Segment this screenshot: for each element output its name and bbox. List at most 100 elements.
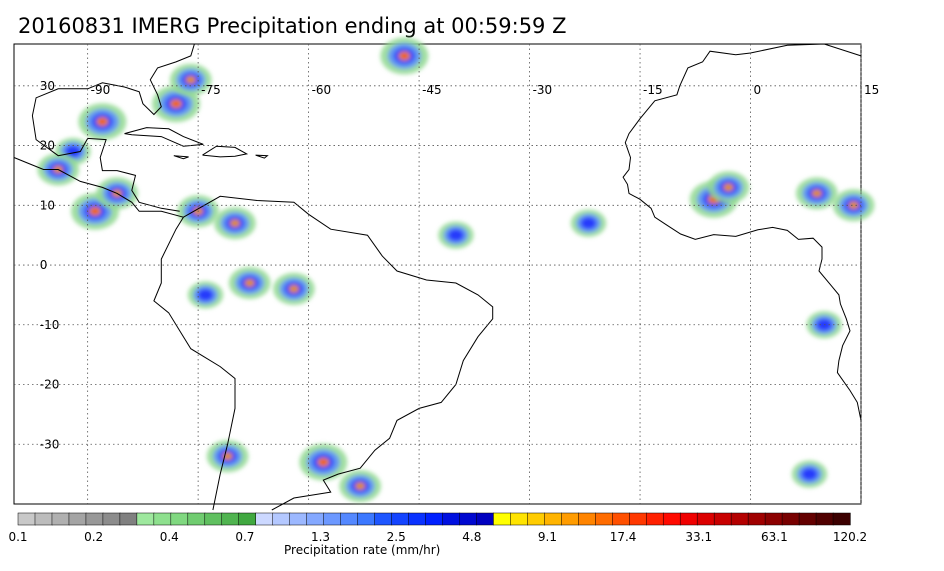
colorbar-swatch (544, 512, 562, 526)
colorbar-swatch (221, 512, 240, 526)
colorbar-tick-label: 120.2 (833, 530, 867, 544)
colorbar-swatch (357, 512, 376, 526)
colorbar-swatch (85, 512, 104, 526)
coastline (255, 154, 269, 159)
colorbar-swatch (595, 512, 613, 526)
colorbar-swatch (408, 512, 427, 526)
colorbar-swatch (289, 512, 308, 526)
colorbar-swatch (340, 512, 359, 526)
coastline (124, 127, 204, 147)
colorbar-swatch (832, 512, 851, 526)
latitude-label: -30 (40, 437, 60, 451)
precip-cell (206, 440, 249, 473)
colorbar-tick-label: 17.4 (610, 530, 637, 544)
longitude-label: -90 (91, 83, 111, 97)
colorbar-swatch (255, 512, 274, 526)
colorbar-swatch (187, 512, 206, 526)
colorbar-tick-label: 2.5 (387, 530, 406, 544)
colorbar-swatch (493, 512, 512, 526)
colorbar-tick-label: 0.1 (8, 530, 27, 544)
coastline (173, 155, 189, 160)
colorbar-swatch (323, 512, 342, 526)
precip-cell (570, 209, 607, 237)
precip-cell (228, 266, 271, 299)
map-title: 20160831 IMERG Precipitation ending at 0… (18, 14, 567, 38)
colorbar-tick-labels: 0.1 0.2 0.4 0.7 1.3 2.5 4.8 9.1 17.4 33.1 63.1 120.… (8, 530, 867, 544)
colorbar-swatch (34, 512, 53, 526)
map-frame (13, 43, 862, 505)
precip-cell (380, 37, 429, 75)
colorbar-swatch (629, 512, 647, 526)
precip-cell (273, 272, 315, 305)
coastline (31, 43, 195, 212)
colorbar-swatch (204, 512, 223, 526)
colorbar-label: Precipitation rate (mm/hr) (284, 543, 441, 557)
longitude-label: 0 (754, 83, 762, 97)
colorbar-tick-label: 33.1 (685, 530, 712, 544)
colorbar-tick-label: 0.4 (160, 530, 179, 544)
colorbar-swatch (730, 512, 749, 526)
grid-layer (14, 44, 862, 504)
precip-cell (707, 171, 750, 204)
coastline (13, 157, 184, 218)
colorbar-tick-label: 1.3 (311, 530, 330, 544)
colorbar-swatch (391, 512, 410, 526)
colorbar-swatch (102, 512, 121, 526)
colorbar-swatch (374, 512, 393, 526)
precip-cell (791, 460, 828, 488)
colorbar-swatch (679, 512, 698, 526)
colorbar-swatch (459, 512, 478, 526)
colorbar-swatch (764, 512, 783, 526)
precip-cell (796, 177, 838, 210)
coastline (183, 195, 494, 511)
precip-cell (78, 103, 127, 141)
longitude-label: -45 (422, 83, 442, 97)
precip-cell (187, 281, 224, 309)
colorbar-swatch (476, 512, 495, 526)
colorbar-swatches (17, 512, 851, 526)
precip-cell (152, 85, 200, 123)
colorbar-swatch (136, 512, 155, 526)
colorbar-swatch (747, 512, 766, 526)
latitude-label: 30 (40, 79, 55, 93)
colorbar-swatch (612, 512, 630, 526)
colorbar-swatch (815, 512, 834, 526)
colorbar-swatch (272, 512, 291, 526)
colorbar-tick-label: 9.1 (538, 530, 557, 544)
coastline-layer (13, 43, 862, 511)
colorbar-swatch (561, 512, 579, 526)
colorbar-swatch (51, 512, 70, 526)
colorbar-swatch (510, 512, 529, 526)
graticule-labels: -90 -75 -60 -45 -30 -15 0 15 30 20 10 0 -10 -20 -30 (40, 79, 880, 451)
latitude-label: 10 (40, 198, 55, 212)
coastline (153, 216, 236, 511)
precip-cell (214, 207, 256, 240)
longitude-label: -15 (643, 83, 663, 97)
colorbar-swatch (578, 512, 596, 526)
colorbar-tick-label: 4.8 (462, 530, 481, 544)
colorbar-swatch (17, 512, 36, 526)
colorbar-swatch (238, 512, 257, 526)
latitude-label: 0 (40, 258, 48, 272)
colorbar-swatch (662, 512, 681, 526)
precip-cell (339, 470, 381, 503)
colorbar-swatch (696, 512, 715, 526)
colorbar-swatch (442, 512, 461, 526)
longitude-label: 15 (864, 83, 879, 97)
colorbar-tick-label: 0.2 (84, 530, 103, 544)
colorbar-swatch (645, 512, 664, 526)
longitude-label: -60 (312, 83, 332, 97)
colorbar-swatch (798, 512, 817, 526)
colorbar-swatch (713, 512, 732, 526)
precip-cell (299, 443, 348, 481)
colorbar-tick-label: 63.1 (761, 530, 788, 544)
colorbar-swatch (119, 512, 138, 526)
colorbar-swatch (306, 512, 325, 526)
colorbar-swatch (781, 512, 800, 526)
latitude-label: 20 (40, 139, 55, 153)
colorbar-swatch (153, 512, 172, 526)
colorbar-swatch (425, 512, 444, 526)
latitude-label: -10 (40, 318, 60, 332)
